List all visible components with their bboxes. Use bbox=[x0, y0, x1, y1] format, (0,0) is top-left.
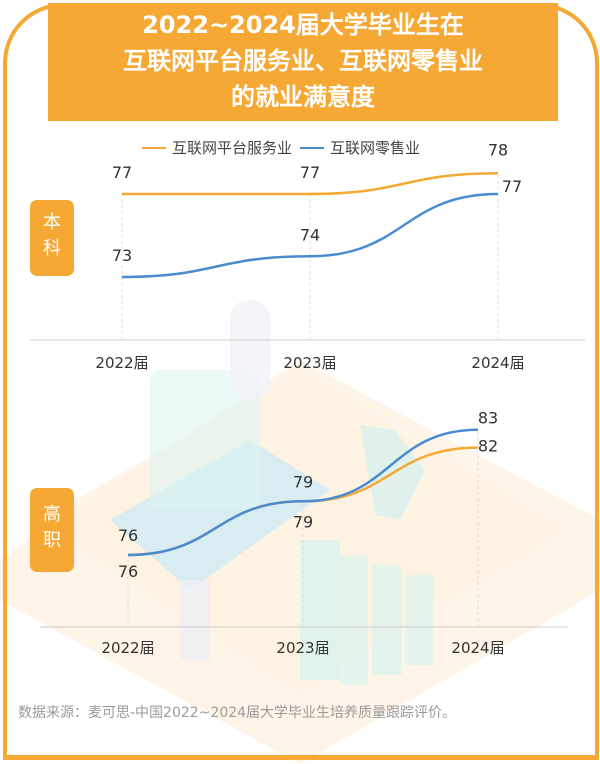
data-label: 77 bbox=[502, 177, 522, 196]
badge-char: 高 bbox=[43, 504, 61, 525]
data-label: 76 bbox=[118, 562, 138, 581]
x-tick-label: 2024届 bbox=[451, 639, 504, 657]
source-note: 数据来源：麦可思-中国2022~2024届大学毕业生培养质量跟踪评价。 bbox=[18, 705, 457, 721]
data-label: 78 bbox=[488, 140, 508, 159]
legend-label: 互联网平台服务业 bbox=[172, 139, 293, 157]
x-tick-label: 2023届 bbox=[283, 354, 336, 372]
badge-char: 职 bbox=[43, 530, 61, 551]
data-label: 77 bbox=[112, 163, 132, 182]
title-line-3: 的就业满意度 bbox=[231, 83, 375, 111]
legend-swatch bbox=[300, 146, 325, 149]
legend-item-retail: 互联网零售业 bbox=[300, 137, 420, 158]
x-tick-label: 2023届 bbox=[276, 639, 329, 657]
x-tick-label: 2022届 bbox=[95, 354, 148, 372]
badge-undergrad: 本 科 bbox=[30, 200, 74, 276]
badge-vocational: 高 职 bbox=[30, 488, 74, 572]
data-label: 74 bbox=[300, 225, 320, 244]
data-label: 77 bbox=[300, 163, 320, 182]
data-label: 79 bbox=[293, 512, 313, 531]
title-line-1: 2022~2024届大学毕业生在 bbox=[142, 11, 464, 39]
data-label: 76 bbox=[118, 526, 138, 545]
legend-item-platform: 互联网平台服务业 bbox=[142, 137, 292, 158]
chart-title: 2022~2024届大学毕业生在 互联网平台服务业、互联网零售业 的就业满意度 bbox=[48, 3, 558, 121]
data-label: 82 bbox=[478, 437, 498, 456]
title-line-2: 互联网平台服务业、互联网零售业 bbox=[123, 47, 483, 75]
data-label: 73 bbox=[112, 246, 132, 265]
data-label: 79 bbox=[293, 472, 313, 491]
x-tick-label: 2022届 bbox=[101, 639, 154, 657]
legend-label: 互联网零售业 bbox=[330, 139, 421, 157]
badge-char: 科 bbox=[43, 238, 61, 259]
x-tick-label: 2024届 bbox=[471, 354, 524, 372]
legend-swatch bbox=[142, 146, 166, 149]
legend: 互联网平台服务业 互联网零售业 bbox=[142, 137, 428, 158]
data-label: 83 bbox=[478, 409, 498, 428]
series-line-retail bbox=[121, 192, 499, 279]
series-line-platform bbox=[121, 172, 499, 196]
badge-char: 本 bbox=[43, 212, 61, 233]
series-line-retail bbox=[127, 428, 479, 557]
